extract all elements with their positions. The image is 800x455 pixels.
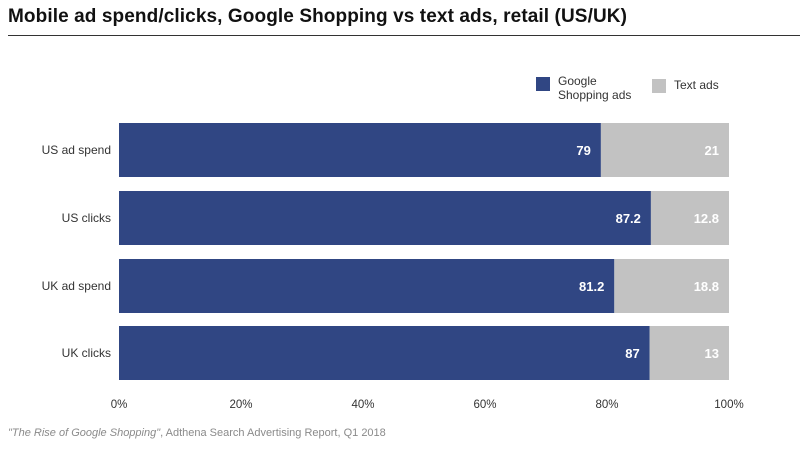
x-tick-label: 80% <box>595 399 618 411</box>
legend-google-line1: Google <box>558 74 597 88</box>
x-tick-label: 0% <box>111 399 128 411</box>
legend-google-line2: Shopping ads <box>558 88 632 102</box>
data-label-google-us-clicks: 87.2 <box>616 211 641 226</box>
x-tick-label: 100% <box>714 399 743 411</box>
data-label-google-uk-ad-spend: 81.2 <box>579 279 604 294</box>
data-label-text-us-ad-spend: 21 <box>705 143 719 158</box>
x-tick-label: 40% <box>351 399 374 411</box>
data-label-google-uk-clicks: 87 <box>625 346 639 361</box>
bar-google-us-ad-spend <box>119 123 601 177</box>
legend-label-text: Text ads <box>674 78 719 92</box>
chart-title: Mobile ad spend/clicks, Google Shopping … <box>8 6 628 27</box>
category-label-us-clicks: US clicks <box>62 211 111 225</box>
x-tick-label: 60% <box>473 399 496 411</box>
legend-text-ads: Text ads <box>652 78 719 93</box>
bar-google-us-clicks <box>119 191 651 245</box>
data-label-text-us-clicks: 12.8 <box>694 211 719 226</box>
x-tick-label: 20% <box>229 399 252 411</box>
category-label-us-ad-spend: US ad spend <box>42 143 111 157</box>
title-divider <box>8 35 800 36</box>
data-label-text-uk-ad-spend: 18.8 <box>694 279 719 294</box>
legend-swatch-google <box>536 77 550 91</box>
data-label-google-us-ad-spend: 79 <box>576 143 590 158</box>
source-note: "The Rise of Google Shopping", Adthena S… <box>8 427 386 439</box>
source-title: "The Rise of Google Shopping" <box>8 427 161 439</box>
bar-text-uk-clicks <box>649 326 729 380</box>
bar-google-uk-clicks <box>119 326 650 380</box>
legend-swatch-text <box>652 79 666 93</box>
category-label-uk-ad-spend: UK ad spend <box>42 279 111 293</box>
legend-label-google: Google Shopping ads <box>558 74 631 102</box>
data-label-text-uk-clicks: 13 <box>705 346 719 361</box>
category-label-uk-clicks: UK clicks <box>62 346 111 360</box>
bar-text-uk-ad-spend <box>614 259 729 313</box>
bar-google-uk-ad-spend <box>119 259 615 313</box>
legend-google-shopping: Google Shopping ads <box>536 74 631 102</box>
bar-text-us-ad-spend <box>600 123 729 177</box>
bar-text-us-clicks <box>650 191 729 245</box>
source-details: , Adthena Search Advertising Report, Q1 … <box>160 427 386 439</box>
